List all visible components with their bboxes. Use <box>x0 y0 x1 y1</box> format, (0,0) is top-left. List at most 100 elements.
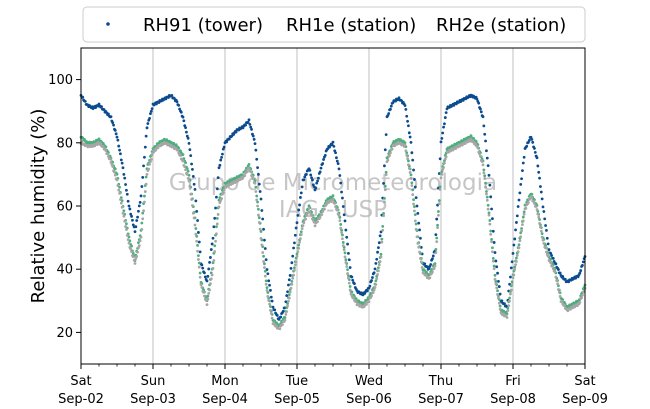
data-point <box>435 240 439 244</box>
data-point <box>99 142 103 146</box>
data-point <box>129 247 133 251</box>
data-point <box>418 250 421 254</box>
data-point <box>347 276 350 280</box>
data-point <box>311 178 314 182</box>
data-point <box>544 246 547 250</box>
data-point <box>339 223 343 226</box>
data-point <box>389 107 392 111</box>
data-point <box>420 266 424 269</box>
data-point <box>483 177 487 180</box>
data-point <box>367 300 371 304</box>
data-point <box>176 148 180 152</box>
data-point <box>431 254 435 258</box>
data-point <box>118 185 121 189</box>
data-point <box>116 138 120 142</box>
data-point <box>213 250 217 253</box>
data-point <box>378 260 382 263</box>
data-point <box>131 252 135 255</box>
data-point <box>126 199 130 203</box>
data-point <box>413 209 416 213</box>
data-point <box>433 262 437 266</box>
data-point <box>407 131 411 135</box>
data-point <box>249 170 253 174</box>
data-point <box>337 167 341 171</box>
data-point <box>278 327 282 331</box>
data-point <box>553 270 557 273</box>
data-point <box>539 229 543 233</box>
data-point <box>338 174 342 177</box>
data-point <box>188 184 192 188</box>
data-point <box>293 266 296 270</box>
data-point <box>279 315 283 319</box>
watermark-line-1: Grupo de Micrometeorologia <box>169 170 497 196</box>
data-point <box>203 294 206 298</box>
data-point <box>558 271 562 275</box>
data-point <box>386 158 390 162</box>
data-point <box>130 214 133 218</box>
data-point <box>508 299 511 303</box>
data-point <box>221 191 225 195</box>
data-point <box>536 212 540 216</box>
data-point <box>557 268 560 271</box>
data-point <box>413 213 417 217</box>
data-point <box>141 211 145 215</box>
y-axis-title: Relative humidity (%) <box>28 109 49 304</box>
data-point <box>251 177 255 181</box>
data-point <box>290 279 294 283</box>
data-point <box>197 240 201 244</box>
data-point <box>243 174 247 178</box>
data-point <box>440 137 444 140</box>
data-point <box>555 279 559 282</box>
data-point <box>433 264 437 268</box>
data-point <box>354 297 358 301</box>
data-point <box>255 157 259 161</box>
data-point <box>412 198 415 202</box>
data-point <box>407 159 410 163</box>
data-point <box>309 173 313 177</box>
data-point <box>500 299 504 303</box>
data-point <box>542 242 546 245</box>
data-point <box>545 236 549 240</box>
data-point <box>382 212 385 215</box>
x-tick-label-day: Mon <box>211 374 238 389</box>
data-point <box>537 215 541 219</box>
data-point <box>259 230 263 233</box>
data-point <box>431 270 434 274</box>
data-point <box>143 190 147 193</box>
data-point <box>346 268 349 272</box>
data-point <box>293 263 297 267</box>
data-point <box>264 282 268 286</box>
data-point <box>247 118 251 122</box>
data-point <box>301 224 305 228</box>
data-point <box>142 209 145 213</box>
data-point <box>199 283 203 287</box>
data-point <box>354 300 358 304</box>
data-point <box>221 152 224 156</box>
data-point <box>539 225 542 229</box>
data-point <box>377 266 380 270</box>
data-point <box>581 260 585 264</box>
data-point <box>507 304 511 308</box>
data-point <box>263 262 266 266</box>
x-tick-label-date: Sep-08 <box>490 392 536 407</box>
data-point <box>491 250 494 254</box>
x-tick-label-date: Sep-09 <box>562 392 608 407</box>
data-point <box>370 294 373 298</box>
data-point <box>107 112 110 116</box>
data-point <box>521 219 525 223</box>
data-point <box>253 142 257 146</box>
x-axis: Sat Sep-02 Sun Sep-03 Mon Sep-04 Tue Sep-05 Wed S… <box>58 364 608 407</box>
data-point <box>119 152 122 156</box>
data-point <box>268 302 271 306</box>
data-point <box>438 185 442 189</box>
data-point <box>316 220 319 224</box>
data-point <box>443 157 447 161</box>
data-point <box>125 228 128 231</box>
data-point <box>136 250 139 254</box>
data-point <box>374 283 378 286</box>
data-point <box>340 228 343 232</box>
data-point <box>497 296 500 300</box>
data-point <box>383 148 387 152</box>
data-point <box>188 148 192 152</box>
data-point <box>206 294 210 298</box>
